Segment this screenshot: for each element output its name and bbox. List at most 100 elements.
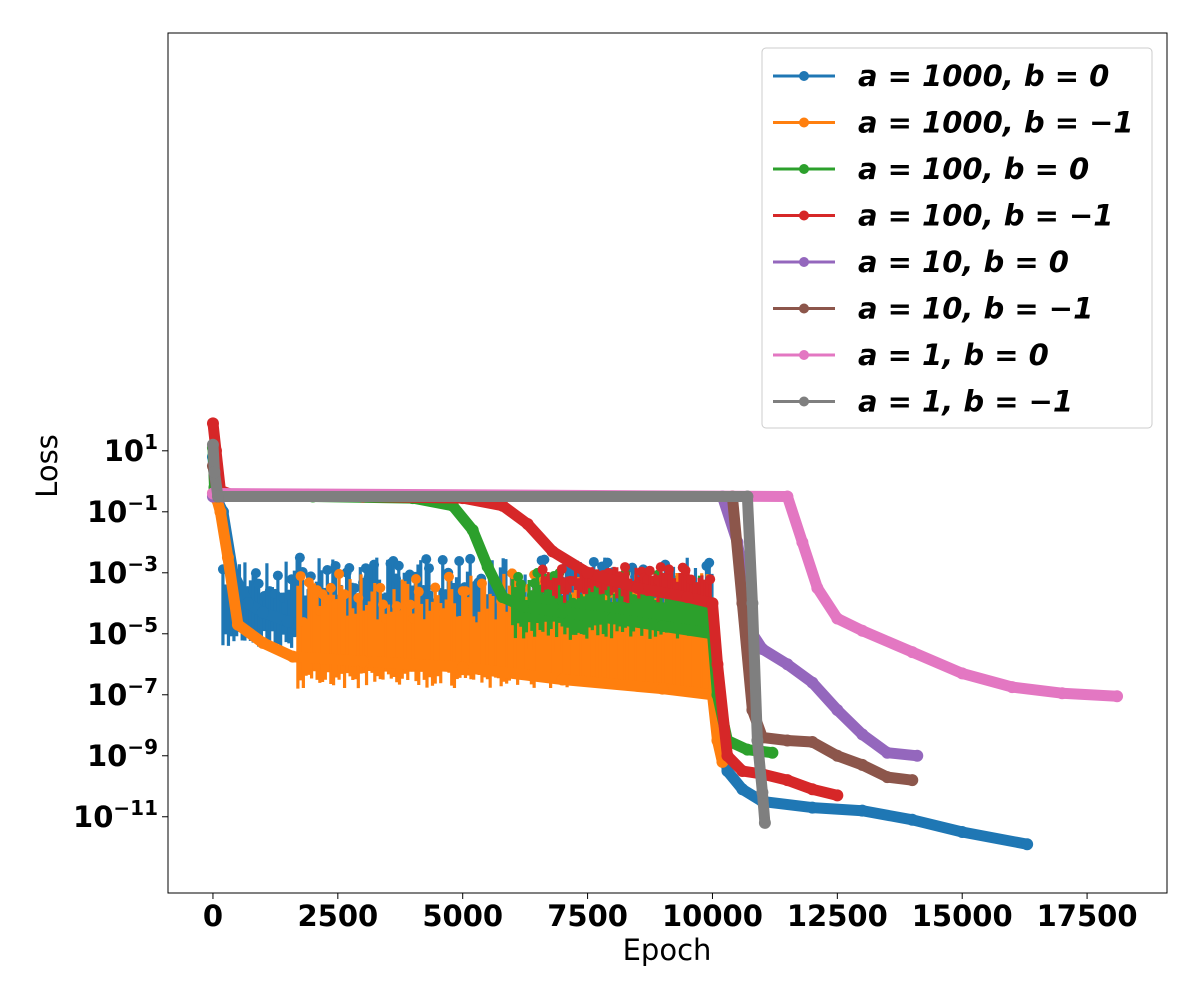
x-tick-label: 15000 [912,899,1013,933]
series-6-point [1056,687,1069,700]
legend-swatch-marker [799,303,809,314]
legend-entry-label: a = 1000, b = 0 [858,59,1109,93]
series-0-spike-marker [437,555,448,566]
series-6-point [781,490,794,503]
y-axis: 101 10−1 10−3 10−5 10−7 10−9 10−11 [73,430,168,834]
series-3-point [721,749,734,762]
series-0-point [736,783,749,796]
series-7 [206,438,771,829]
legend-entry-label: a = 10, b = 0 [858,245,1069,279]
series-2-point [656,620,669,633]
series-5-point [831,749,844,762]
series-3-point [781,774,794,787]
series-4-point [831,704,844,717]
series-6 [206,487,1124,703]
series-5-point [806,736,819,749]
series-4-point [856,728,869,741]
series-5-point [736,597,749,610]
series-0-point [906,813,919,826]
series-3-point [546,545,559,558]
series-7-point [746,597,759,610]
legend-swatch-marker [799,164,809,174]
series-2-point [481,560,494,573]
series-2-point [466,524,479,537]
series-5-point [781,734,794,747]
series-3-spike-marker [537,564,548,575]
series-0-spike-marker [421,554,432,565]
series-6-point [1006,681,1019,694]
series-3-point [631,582,644,595]
series-7-point [211,490,224,503]
series-1-point [456,661,469,674]
series-1-point [214,505,227,518]
series-3-spike-marker [655,562,666,573]
series-6-point [1111,690,1124,703]
y-tick-label: 10−11 [73,796,158,834]
series-1-point [656,682,669,695]
series-1-spike-marker [295,571,306,582]
series-0-spike-marker [349,583,360,594]
series-3-point [806,783,819,796]
x-axis: 0 2500 5000 7500 10000 12500 15000 17500 [203,893,1138,933]
series-1-point [221,551,234,564]
series-7-point [208,466,221,479]
x-axis-label: Epoch [623,933,712,967]
series-5-point [906,774,919,787]
series-3-spike-marker [556,564,567,575]
series-0-point [281,615,294,628]
legend: a = 1000, b = 0 a = 1000, b = −1 a = 100, … [761,47,1153,429]
series-1-point [256,636,269,649]
series-1-spike-marker [391,601,402,612]
series-5-point [881,771,894,784]
series-1-spike-marker [378,599,389,610]
series-0-point [856,804,869,817]
series-3-spike-marker [620,562,631,573]
x-tick-label: 0 [203,899,223,933]
series-2-point [496,591,509,604]
series-1-spike-marker [413,586,424,597]
series-1-point [356,655,369,668]
series-layer [206,417,1124,851]
x-tick-label: 12500 [787,899,888,933]
y-tick-label: 10−9 [87,735,158,773]
series-0-spike-marker [539,554,550,565]
legend-swatch-marker [799,117,809,128]
y-axis-label: Loss [30,434,64,498]
series-2-point [606,612,619,625]
series-1-spike-marker [375,582,386,593]
series-1-point [556,673,569,686]
series-7-point [206,438,219,451]
series-0-spike-marker [294,552,305,563]
series-1-line [207,488,728,768]
x-tick-label: 10000 [662,899,763,933]
series-3-point [496,499,509,512]
series-0-spike-marker [272,570,283,581]
series-0-spike-marker [465,553,476,564]
series-3-point [681,591,694,604]
series-1-spike-marker [460,586,471,597]
legend-entry-label: a = 10, b = −1 [858,292,1093,326]
series-6-point [956,667,969,680]
y-tick-label: 10−3 [87,552,158,590]
series-3-point [831,789,844,802]
x-tick-label: 17500 [1037,899,1138,933]
legend-entry-label: a = 100, b = −1 [858,199,1113,233]
series-7-point [751,734,764,747]
series-4-point [911,749,924,762]
y-tick-label: 10−7 [87,674,158,712]
legend-swatch-marker [799,257,809,267]
series-0-spike-marker [602,557,613,568]
series-1-spike-marker [443,571,454,582]
series-6-point [811,582,824,595]
series-0-spike-marker [322,564,333,575]
series-0-spike-marker [344,562,355,573]
series-0-point [241,597,254,610]
legend-entry-label: a = 1, b = 0 [858,338,1049,372]
legend-swatch-marker [799,71,809,81]
y-tick-label: 10−5 [87,613,158,651]
series-1-spike-marker [405,599,416,610]
series-0-point [1021,838,1034,851]
series-1-spike-marker [334,568,345,579]
x-tick-label: 7500 [547,899,628,933]
